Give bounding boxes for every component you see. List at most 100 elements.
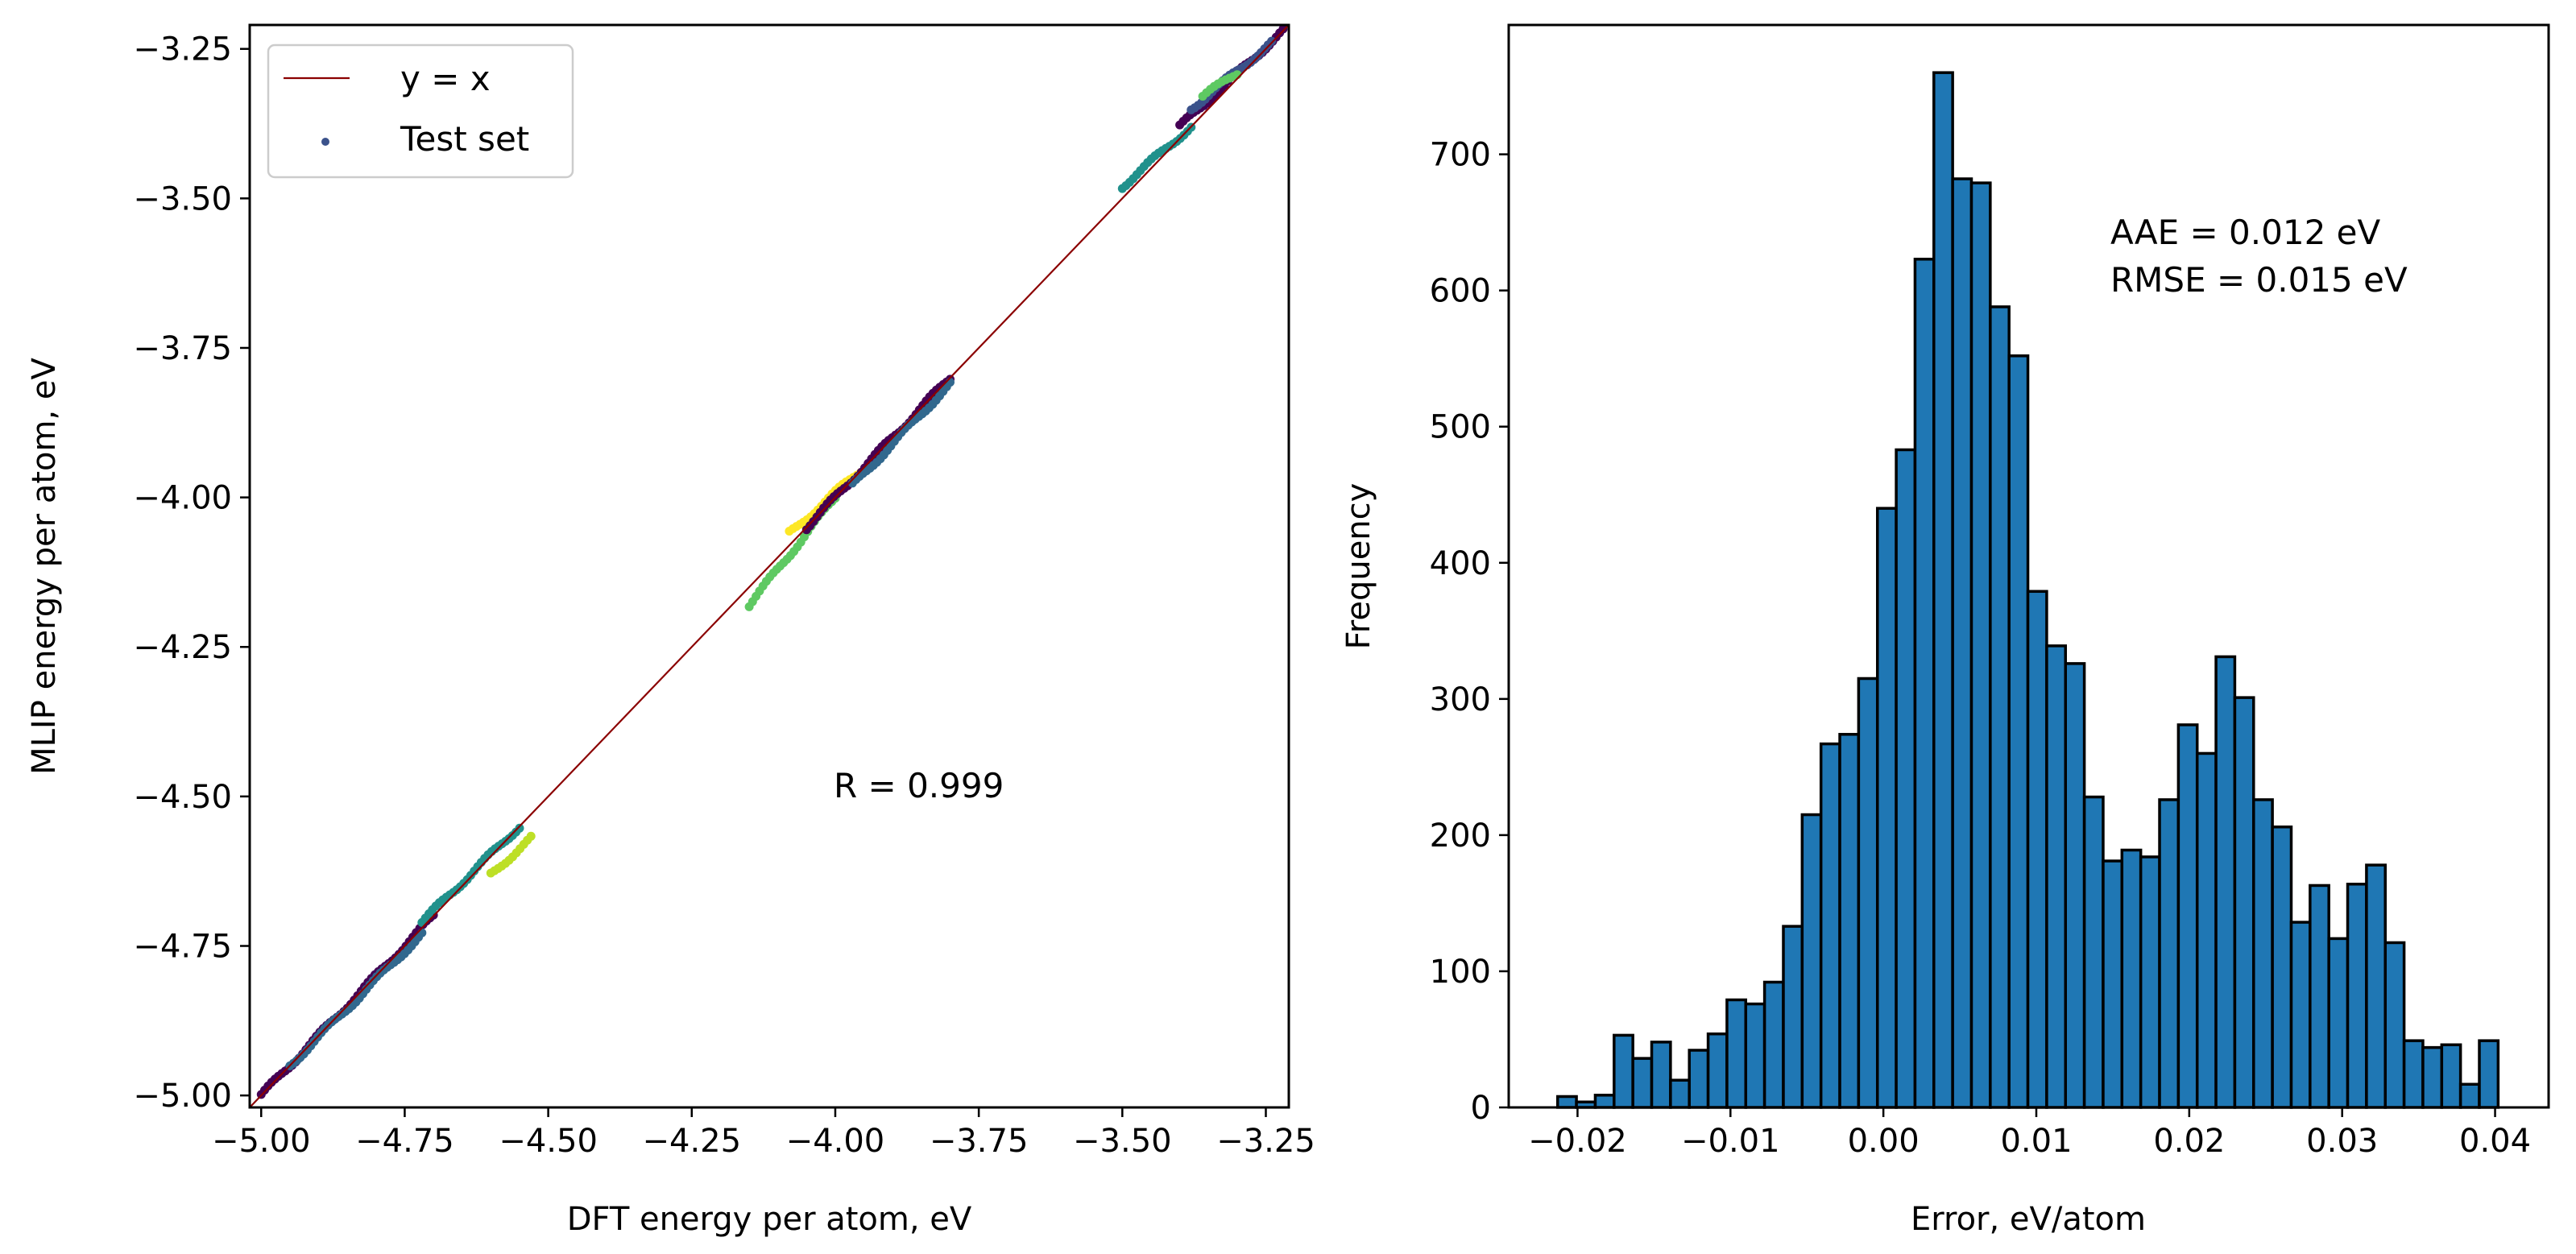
histogram-bars [1556,71,2500,1109]
histogram-bar [2102,859,2124,1109]
histogram-bar [2139,855,2161,1109]
histogram-bar [1762,980,1785,1109]
histogram-x-axis-label: Error, eV/atom [1911,1201,2146,1238]
y-tick-label: 300 [1430,681,1491,718]
y-tick-label: −3.50 [133,180,232,217]
histogram-bar [2045,644,2067,1109]
scatter-point [1267,36,1277,46]
y-tick-label: −4.25 [133,629,232,666]
y-tick-label: 100 [1430,954,1491,991]
y-tick-label: 700 [1430,137,1491,174]
histogram-bar [1857,677,1879,1109]
histogram-bar [1706,1032,1729,1109]
scatter-point [1278,24,1288,34]
histogram-bar [2289,921,2312,1109]
x-tick-label: −0.01 [1681,1123,1780,1160]
scatter-x-axis-label: DFT energy per atom, eV [567,1201,972,1238]
scatter-point [417,928,427,937]
histogram-bar [2309,884,2330,1109]
x-tick-label: −5.00 [212,1123,311,1160]
histogram-bar [1688,1049,1710,1109]
histogram-bar [2176,723,2199,1109]
y-tick-label: 500 [1430,409,1491,446]
x-tick-label: −3.50 [1073,1123,1172,1160]
y-tick-label: 600 [1430,273,1491,310]
histogram-bar [2158,798,2180,1109]
scatter-point [515,823,524,833]
histogram-bar [2007,354,2030,1109]
scatter-plot-frame [248,23,1290,1109]
y-tick-label: −3.25 [133,31,232,68]
x-tick-label: 0.01 [2000,1123,2072,1160]
histogram-bar [2214,655,2237,1109]
y-tick-label: −4.00 [133,480,232,517]
histogram-bar [1650,1041,1672,1109]
histogram-bar [2252,798,2274,1109]
parity-scatter-plot: −5.00 −4.75 −4.50 −4.25 −4.00 −3.75 −3.50 −3.25… [26,23,1315,1238]
histogram-bar [2026,590,2048,1109]
histogram-bar [2233,696,2255,1109]
x-tick-label: −4.00 [786,1123,885,1160]
scatter-point [526,831,536,841]
histogram-bar [2120,848,2143,1109]
histogram-bar [1631,1057,1654,1109]
histogram-bar [1744,1002,1766,1109]
y-tick-label: −4.50 [133,779,232,816]
histogram-bar [1782,925,1804,1109]
histogram-bar [1989,305,2011,1109]
x-tick-label: −4.25 [642,1123,741,1160]
scatter-y-axis-label: MLIP energy per atom, eV [26,358,63,775]
x-tick-label: −0.02 [1528,1123,1627,1160]
histogram-bar [1932,71,1954,1109]
histogram-bar [2402,1039,2425,1109]
histogram-bar [1593,1094,1616,1109]
x-tick-label: 0.02 [2153,1123,2225,1160]
y-tick-label: 400 [1430,545,1491,582]
histogram-axis-ticks: −0.02 −0.01 0.00 0.01 0.02 0.03 0.04 0 100 200 300… [1430,137,2531,1160]
correlation-annotation: R = 0.999 [834,766,1004,805]
scatter-axis-ticks: −5.00 −4.75 −4.50 −4.25 −4.00 −3.75 −3.50 −3.25… [133,31,1315,1160]
histogram-bar [2271,825,2293,1109]
x-tick-label: 0.03 [2306,1123,2378,1160]
histogram-bar [1913,258,1936,1109]
legend-point-swatch [321,138,329,146]
y-tick-label: −4.75 [133,929,232,966]
x-tick-label: −3.75 [930,1123,1029,1160]
histogram-y-axis-label: Frequency [1340,483,1377,650]
histogram-bar [1613,1033,1634,1109]
histogram-bar [1669,1078,1691,1109]
histogram-bar [2346,883,2368,1109]
aae-annotation: AAE = 0.012 eV [2110,213,2380,252]
histogram-bar [1556,1095,1578,1109]
x-tick-label: −3.25 [1216,1123,1315,1160]
histogram-bar [2458,1082,2481,1109]
scatter-legend: y = x Test set [267,43,574,179]
histogram-bar [1875,507,1898,1109]
x-tick-label: −4.50 [499,1123,598,1160]
error-histogram: −0.02 −0.01 0.00 0.01 0.02 0.03 0.04 0 100 200 300… [1340,23,2550,1238]
histogram-bar [2064,662,2086,1109]
x-tick-label: 0.00 [1848,1123,1920,1160]
histogram-plot-frame [1507,23,2550,1109]
y-tick-label: −3.75 [133,330,232,367]
histogram-bar [2421,1045,2444,1109]
x-tick-label: 0.04 [2459,1123,2531,1160]
y-tick-label: 200 [1430,817,1491,855]
y-equals-x-line [249,24,1290,1108]
y-tick-label: −5.00 [133,1078,232,1115]
legend-entry-test-set: Test set [400,119,529,159]
histogram-bar [2195,751,2218,1109]
histogram-bar [2082,795,2105,1109]
histogram-bar [1838,733,1861,1109]
histogram-bar [1819,742,1841,1109]
histogram-bar [2327,937,2350,1109]
histogram-bar [1951,177,1973,1109]
histogram-bar [2440,1043,2462,1109]
rmse-annotation: RMSE = 0.015 eV [2110,260,2408,300]
histogram-bar [1895,448,1917,1109]
histogram-bar [1725,998,1748,1109]
y-tick-label: 0 [1471,1090,1491,1127]
histogram-bar [2478,1039,2500,1109]
histogram-bar [2383,941,2406,1109]
